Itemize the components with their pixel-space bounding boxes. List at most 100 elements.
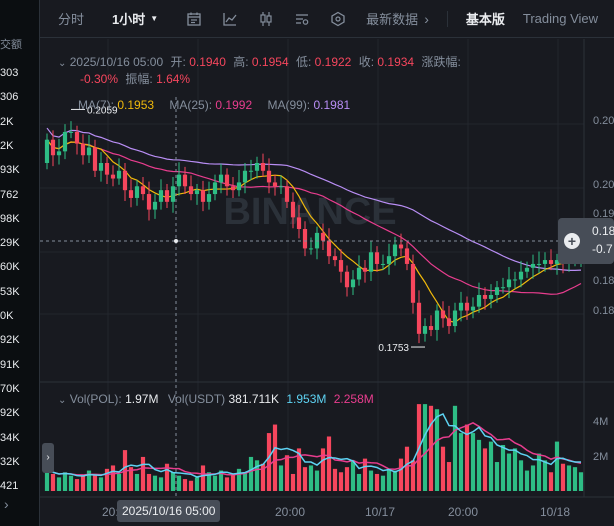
- candle-body: [380, 263, 386, 265]
- candle-body: [86, 147, 92, 156]
- volume-bar: [308, 465, 314, 491]
- low-value: 0.1922: [314, 55, 352, 69]
- volume-bar: [176, 475, 182, 491]
- volume-bar: [116, 473, 122, 491]
- volume-bar: [542, 460, 548, 491]
- volume-bar: [518, 460, 524, 491]
- volume-bar: [464, 424, 470, 491]
- volume-bar: [422, 404, 428, 491]
- candle-body: [56, 151, 62, 156]
- candle-body: [368, 252, 374, 272]
- cursor-price-value: 0.18: [592, 224, 614, 238]
- low-marker-label: 0.1753: [378, 343, 409, 354]
- candle-body: [296, 217, 302, 229]
- time-share-tab[interactable]: 分时: [58, 12, 85, 27]
- left-panel-value: 98K: [0, 212, 20, 225]
- candle-body: [290, 201, 296, 218]
- vol-ma-a-value: 1.953M: [286, 392, 327, 406]
- vol-usdt-label: Vol(USDT): [167, 392, 226, 406]
- chart-settings-icon[interactable]: [294, 11, 310, 27]
- basic-view-tab[interactable]: 基本版: [465, 12, 505, 27]
- add-alert-icon[interactable]: +: [564, 233, 580, 249]
- left-panel-value: 421: [0, 480, 19, 493]
- candle-body: [134, 186, 140, 198]
- latest-data-tab[interactable]: 最新数据: [366, 12, 419, 27]
- volume-bar: [428, 405, 434, 491]
- volume-bar: [164, 463, 170, 491]
- candle-body: [140, 186, 146, 195]
- candle-body: [356, 267, 362, 280]
- calendar-settings-icon[interactable]: [186, 11, 202, 27]
- volume-bar: [470, 433, 476, 491]
- hexagon-settings-icon[interactable]: [330, 11, 346, 27]
- candle-body: [242, 170, 248, 183]
- candlestick-type-icon[interactable]: [258, 11, 274, 27]
- indicator-icon[interactable]: [222, 11, 238, 27]
- volume-ma-lines: [46, 413, 582, 478]
- volume-bar: [494, 462, 500, 491]
- candle-body: [434, 310, 440, 330]
- candle-body: [488, 295, 494, 299]
- candle-body: [332, 256, 338, 261]
- open-value: 0.1940: [189, 55, 226, 69]
- candle-body: [176, 174, 182, 187]
- volume-bar: [152, 475, 158, 491]
- left-panel-value: 32K: [0, 455, 20, 468]
- ohlc-timestamp: 2025/10/16 05:00: [69, 55, 164, 69]
- volume-bar: [572, 467, 578, 491]
- candle-body: [404, 248, 410, 264]
- chart-toolbar: 分时 1小时 ▼ 最新数据 › 基本版 Trading View: [40, 0, 614, 38]
- amplitude-value: 1.64%: [156, 72, 191, 86]
- time-axis-label: 20:00: [448, 505, 478, 519]
- collapse-chevron-icon[interactable]: ⌄: [58, 395, 67, 406]
- trading-view-tab[interactable]: Trading View: [522, 11, 599, 26]
- volume-bar: [362, 458, 368, 491]
- left-panel-value: 34K: [0, 431, 20, 444]
- candle-body: [74, 131, 80, 144]
- volume-bar: [458, 433, 464, 491]
- price-axis-label: 0.20: [593, 115, 614, 127]
- volume-bar: [284, 455, 290, 491]
- candle-body: [440, 310, 446, 319]
- volume-bar: [374, 473, 380, 491]
- volume-bar: [44, 470, 50, 491]
- candle-body: [104, 163, 110, 175]
- volume-bar: [512, 448, 518, 491]
- volume-bar: [200, 465, 206, 491]
- ohlc-legend: ⌄ 2025/10/16 05:00 开: 0.1940 高: 0.1954 低…: [58, 53, 461, 70]
- chevron-right-icon[interactable]: ›: [4, 496, 9, 512]
- amplitude-label: 振幅:: [125, 72, 153, 86]
- volume-bar: [398, 458, 404, 491]
- candle-body: [110, 174, 116, 179]
- ma25-line: [46, 139, 582, 295]
- change-value: -0.30%: [80, 72, 119, 86]
- candle-body: [206, 194, 212, 202]
- chevron-right-icon[interactable]: ›: [424, 10, 429, 27]
- crosshair: [40, 97, 558, 497]
- candle-body: [152, 201, 158, 210]
- candle-body: [68, 131, 74, 133]
- volume-bar: [110, 465, 116, 491]
- volume-bar: [170, 472, 176, 491]
- interval-selector[interactable]: 1小时 ▼: [112, 9, 158, 28]
- volume-bar: [218, 470, 224, 491]
- volume-bar: [128, 467, 134, 491]
- candle-body: [536, 263, 542, 265]
- crosshair-price-tag[interactable]: + 0.18 -0.7: [558, 218, 614, 264]
- caret-down-icon: ▼: [150, 14, 159, 23]
- collapse-chevron-icon[interactable]: ⌄: [58, 58, 67, 69]
- left-panel-value: 0K: [0, 310, 14, 322]
- ma25-label: MA(25):: [169, 98, 213, 112]
- volume-bar: [566, 465, 572, 491]
- volume-bar: [482, 448, 488, 491]
- price-axis-label: 0.18: [593, 305, 614, 317]
- scroll-left-handle[interactable]: ›: [42, 443, 54, 473]
- candle-body: [122, 170, 128, 191]
- candle-body: [350, 279, 356, 288]
- volume-bar: [338, 472, 344, 491]
- candle-body: [386, 256, 392, 264]
- candle-body: [146, 194, 152, 210]
- candle-body: [362, 267, 368, 272]
